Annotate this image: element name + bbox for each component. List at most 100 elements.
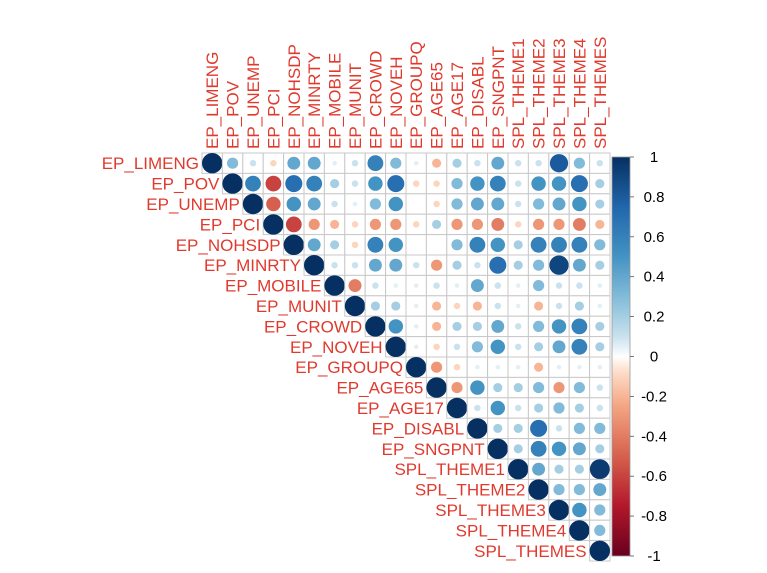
column-label: EP_POV: [224, 80, 243, 149]
circle-EP_UNEMP-SPL_THEME1: [514, 200, 522, 208]
circle-EP_MOBILE-EP_CROWD: [372, 282, 379, 289]
circle-EP_NOHSDP-EP_NOHSDP: [283, 234, 304, 255]
circle-EP_MUNIT-EP_SNGPNT: [494, 302, 502, 310]
circle-EP_POV-EP_MUNIT: [351, 180, 359, 187]
circle-EP_PCI-EP_AGE65: [432, 219, 442, 229]
circle-EP_UNEMP-EP_UNEMP: [242, 193, 264, 215]
circle-EP_MINRTY-EP_MOBILE: [331, 261, 338, 269]
colorbar-tick-label: -0.6: [641, 468, 667, 485]
circle-EP_CROWD-EP_CROWD: [365, 316, 386, 337]
circle-EP_PCI-EP_GROUPQ: [412, 221, 420, 228]
circle-EP_MUNIT-EP_AGE17: [453, 302, 461, 310]
circle-EP_AGE17-SPL_THEMES: [596, 404, 604, 412]
circle-EP_MINRTY-EP_GROUPQ: [412, 261, 420, 269]
circle-EP_LIMENG-EP_UNEMP: [249, 159, 257, 167]
circle-EP_POV-SPL_THEME1: [514, 180, 522, 187]
circle-EP_MOBILE-EP_AGE17: [454, 283, 460, 288]
circle-EP_PCI-SPL_THEME2: [533, 218, 545, 230]
circle-EP_PCI-EP_AGE17: [451, 218, 463, 230]
circle-EP_CROWD-EP_NOVEH: [388, 319, 404, 334]
circle-EP_UNEMP-EP_NOHSDP: [286, 196, 302, 212]
circle-EP_AGE65-EP_SNGPNT: [493, 383, 503, 393]
circle-EP_UNEMP-EP_CROWD: [369, 198, 381, 210]
circle-EP_MOBILE-SPL_THEME4: [576, 282, 583, 289]
circle-EP_PCI-SPL_THEME4: [572, 217, 586, 231]
circle-EP_POV-EP_MOBILE: [330, 179, 340, 189]
circle-EP_AGE65-SPL_THEME2: [533, 382, 545, 394]
circle-EP_POV-EP_POV: [222, 173, 243, 194]
circle-EP_GROUPQ-SPL_THEME3: [556, 364, 562, 370]
circle-EP_SNGPNT-SPL_THEME2: [530, 440, 547, 457]
column-label: EP_CROWD: [366, 51, 385, 149]
circle-EP_UNEMP-SPL_THEMES: [595, 199, 605, 209]
colorbar-tick-label: 0: [650, 349, 658, 366]
circle-EP_POV-EP_NOHSDP: [285, 175, 303, 193]
row-label: EP_GROUPQ: [295, 358, 403, 377]
circle-EP_DISABL-SPL_THEMES: [594, 422, 606, 434]
circle-EP_NOVEH-SPL_THEME3: [552, 340, 566, 354]
circle-SPL_THEME2-SPL_THEME2: [528, 479, 549, 500]
column-label: EP_AGE65: [428, 62, 447, 149]
circle-EP_MUNIT-SPL_THEME2: [534, 301, 544, 311]
circle-EP_UNEMP-SPL_THEME3: [552, 197, 566, 211]
circle-EP_LIMENG-EP_MUNIT: [351, 159, 359, 167]
circle-SPL_THEME1-SPL_THEME2: [532, 462, 546, 476]
circle-EP_CROWD-SPL_THEME3: [551, 319, 567, 334]
circle-EP_LIMENG-SPL_THEME2: [535, 159, 542, 167]
circle-EP_GROUPQ-EP_AGE65: [431, 361, 443, 373]
circle-EP_MOBILE-SPL_THEME3: [555, 282, 563, 289]
circle-EP_NOVEH-SPL_THEME2: [534, 342, 544, 352]
circle-EP_MOBILE-EP_MUNIT: [348, 279, 362, 293]
circle-EP_MINRTY-SPL_THEME3: [549, 255, 569, 275]
circle-EP_NOHSDP-SPL_THEME1: [513, 240, 523, 250]
circle-EP_GROUPQ-EP_DISABL: [475, 364, 480, 370]
row-label: EP_MINRTY: [204, 256, 301, 275]
circle-EP_POV-EP_GROUPQ: [412, 180, 420, 187]
cell-EP_NOHSDP-EP_GROUPQ: [405, 234, 427, 256]
circle-EP_PCI-EP_MINRTY: [308, 218, 320, 230]
circle-EP_MINRTY-EP_MINRTY: [304, 255, 325, 276]
column-label: EP_AGE17: [448, 62, 467, 149]
circle-SPL_THEME2-SPL_THEME3: [553, 484, 565, 496]
row-label: EP_LIMENG: [102, 154, 199, 173]
circle-EP_CROWD-EP_SNGPNT: [491, 319, 505, 333]
circle-EP_CROWD-SPL_THEME1: [514, 323, 522, 330]
row-label: EP_AGE17: [357, 399, 444, 418]
circle-EP_UNEMP-EP_MINRTY: [307, 197, 321, 211]
circle-EP_AGE17-SPL_THEME1: [514, 404, 522, 412]
circle-EP_MUNIT-SPL_THEME4: [574, 301, 584, 311]
row-label-layer: EP_LIMENGEP_POVEP_UNEMPEP_PCIEP_NOHSDPEP…: [102, 154, 587, 561]
colorbar-tick-label: -0.4: [641, 428, 667, 445]
circle-EP_UNEMP-EP_DISABL: [470, 197, 484, 211]
circle-EP_MUNIT-EP_MUNIT: [344, 295, 366, 317]
circle-EP_LIMENG-EP_POV: [227, 157, 239, 169]
circle-SPL_THEME4-SPL_THEME4: [569, 520, 590, 541]
circle-SPL_THEME4-SPL_THEMES: [594, 524, 606, 536]
circle-EP_LIMENG-SPL_THEME1: [514, 159, 522, 167]
circle-EP_UNEMP-EP_MOBILE: [331, 200, 338, 208]
circle-EP_LIMENG-EP_LIMENG: [202, 153, 223, 174]
circle-EP_CROWD-EP_DISABL: [472, 321, 482, 331]
circle-EP_PCI-EP_CROWD: [369, 218, 381, 230]
circle-EP_MUNIT-SPL_THEME1: [515, 303, 521, 309]
circle-EP_MINRTY-EP_MUNIT: [351, 261, 359, 269]
circle-EP_MUNIT-SPL_THEME3: [555, 302, 563, 310]
circle-EP_AGE17-EP_SNGPNT: [490, 400, 506, 416]
colorbar-tick-label: 1: [650, 149, 658, 166]
circle-EP_MUNIT-EP_NOVEH: [391, 301, 401, 311]
circle-EP_NOHSDP-EP_CROWD: [367, 236, 384, 253]
circle-EP_NOVEH-EP_GROUPQ: [413, 344, 419, 350]
circle-EP_DISABL-EP_DISABL: [467, 418, 488, 439]
circle-EP_MOBILE-EP_SNGPNT: [494, 282, 502, 289]
circle-EP_UNEMP-EP_NOVEH: [388, 196, 404, 212]
colorbar-tick-label: 0.2: [644, 309, 665, 326]
circle-SPL_THEME2-SPL_THEME4: [573, 484, 585, 496]
circle-EP_NOHSDP-SPL_THEMES: [594, 239, 606, 251]
column-label: EP_PCI: [264, 89, 283, 149]
circle-EP_NOHSDP-SPL_THEME2: [530, 236, 547, 253]
circle-EP_GROUPQ-EP_SNGPNT: [495, 364, 501, 370]
circle-EP_MOBILE-SPL_THEME2: [533, 280, 545, 292]
circle-EP_CROWD-SPL_THEME4: [571, 318, 588, 335]
circle-EP_NOHSDP-SPL_THEME3: [551, 236, 567, 253]
circle-EP_UNEMP-EP_AGE17: [451, 198, 463, 210]
